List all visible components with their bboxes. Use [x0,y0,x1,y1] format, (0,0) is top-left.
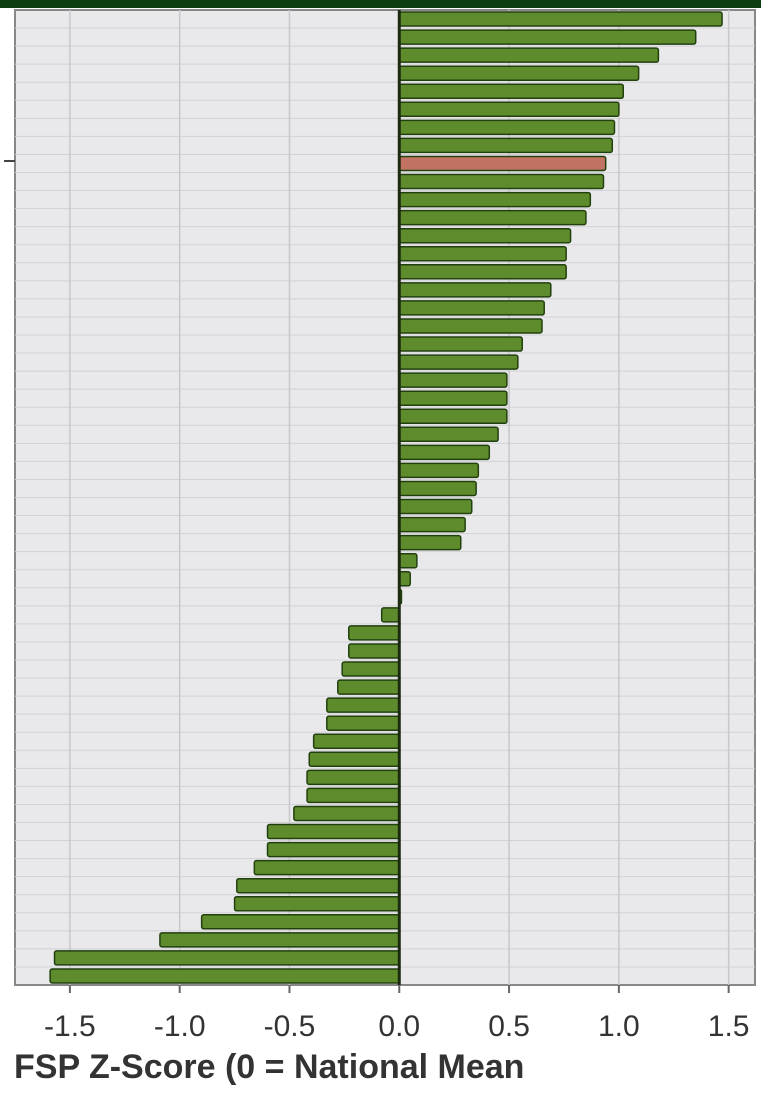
bar [398,246,567,262]
x-tick-label: 1.0 [598,1010,640,1043]
bar [337,679,401,695]
bar [306,769,401,786]
bar [398,372,508,388]
bar [236,877,401,894]
bar [233,896,401,912]
bar [326,697,401,713]
bar [398,29,697,45]
bar [398,462,480,479]
bar [49,968,401,984]
top-band [0,0,761,8]
x-tick-label: 1.5 [708,1010,750,1043]
bar [398,173,605,190]
bar [398,300,545,316]
bar [398,534,462,551]
bar [312,733,401,749]
bar [398,137,614,154]
bar [159,932,401,948]
bar [398,83,624,99]
bar [200,914,401,930]
bar [53,950,401,966]
bar [398,264,567,280]
x-tick-label: -1.5 [44,1010,96,1043]
bar [398,318,543,334]
bar [253,859,401,876]
bar [266,823,401,840]
bar [398,227,572,244]
bar [308,751,401,768]
bar [398,390,508,406]
bar [348,643,401,659]
bar [398,11,723,27]
bar [293,805,401,822]
bar [398,408,508,424]
bar [341,661,401,677]
bar [398,209,587,226]
bar [398,480,477,497]
bar [398,191,592,208]
bar [398,571,412,587]
bar [398,516,466,533]
bar [306,787,401,804]
bar [398,354,519,370]
bar [398,444,491,461]
bar [398,47,660,63]
x-tick-label: -0.5 [264,1010,316,1043]
bar [326,715,401,731]
x-tick-label: 0.0 [378,1010,420,1043]
bar [398,155,607,172]
bar [398,552,418,569]
x-axis-title: FSP Z-Score (0 = National Mean [14,1048,524,1086]
bar [348,625,401,641]
bar [398,426,499,443]
bar [398,282,552,298]
bar [266,841,401,858]
bar [398,65,640,81]
bar [398,498,473,515]
bar [380,607,401,623]
bar [398,101,620,118]
bar [398,336,523,352]
bar [398,119,616,136]
x-tick-label: 0.5 [488,1010,530,1043]
x-tick-label: -1.0 [154,1010,206,1043]
